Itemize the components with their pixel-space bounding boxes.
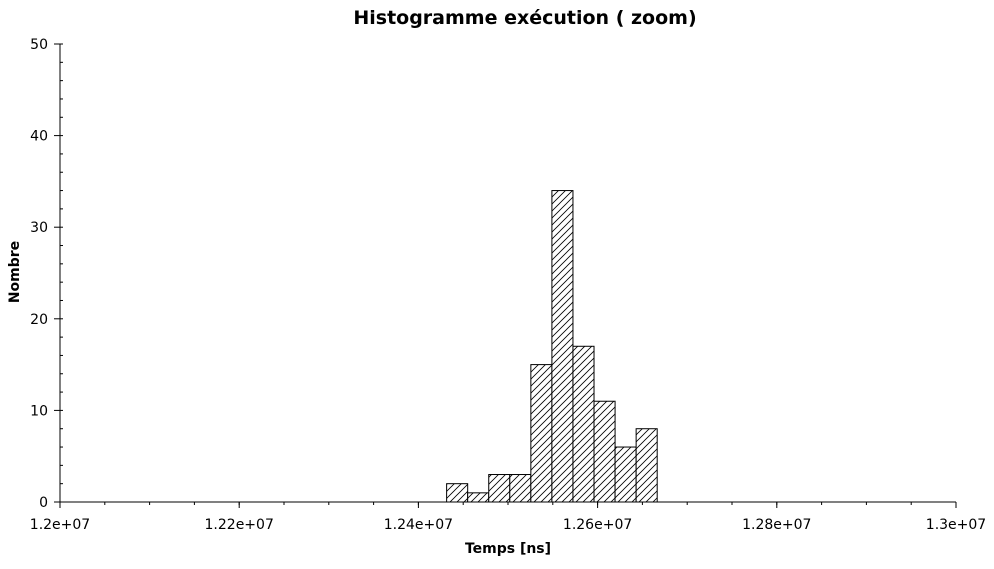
y-tick-label: 10: [30, 403, 48, 419]
y-tick-label: 50: [30, 37, 48, 53]
histogram-bar-1: [446, 483, 469, 503]
x-tick-label: 1.28e+07: [742, 517, 811, 533]
x-tick-label: 1.2e+07: [30, 517, 90, 533]
histogram-bar-6: [551, 190, 574, 503]
chart-title: Histogramme exécution ( zoom): [353, 7, 696, 29]
histogram-bar-4: [509, 474, 532, 503]
y-axis-ticks: 0 10 20 30 40 50: [30, 37, 63, 511]
x-tick-label: 1.22e+07: [205, 517, 274, 533]
histogram-bar-9: [614, 446, 637, 503]
bars-group: [446, 190, 658, 503]
x-tick-label: 1.26e+07: [563, 517, 632, 533]
x-tick-label: 1.3e+07: [926, 517, 986, 533]
histogram-bar-3: [488, 474, 511, 503]
histogram-bar-7: [572, 345, 595, 503]
y-axis-label: Nombre: [7, 241, 23, 303]
histogram-bar-10: [635, 428, 658, 503]
y-tick-label: 0: [39, 495, 48, 511]
histogram-bar-5: [530, 364, 553, 503]
x-axis-ticks: 1.2e+07 1.22e+07 1.24e+07 1.26e+07 1.28e+07 1…: [30, 502, 986, 533]
x-tick-label: 1.24e+07: [384, 517, 453, 533]
y-tick-label: 40: [30, 129, 48, 145]
histogram-bar-2: [467, 492, 490, 503]
y-tick-label: 20: [30, 312, 48, 328]
histogram-bar-8: [593, 400, 616, 503]
x-axis-label: Temps [ns]: [465, 541, 551, 557]
y-tick-label: 30: [30, 220, 48, 236]
